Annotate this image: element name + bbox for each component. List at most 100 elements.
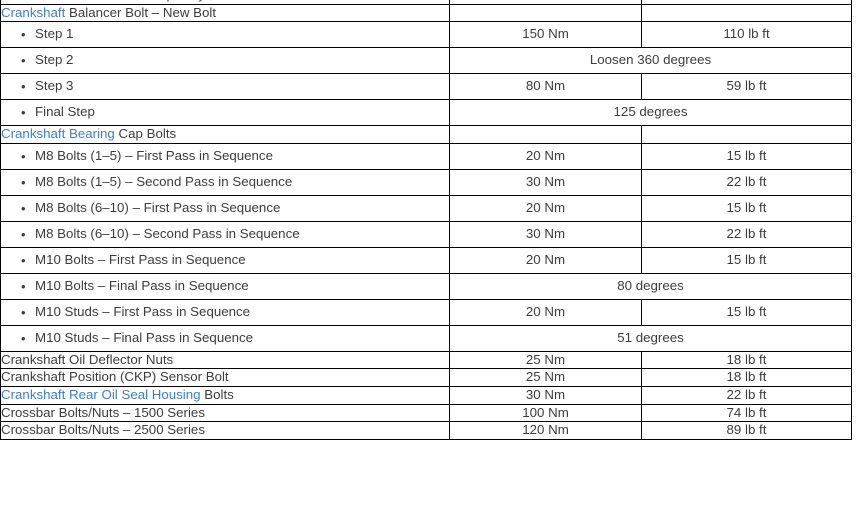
metric-value-cell: 20 Nm xyxy=(449,298,642,326)
imperial-value-cell: 22 lb ft xyxy=(641,168,852,196)
metric-value-cell: 25 Nm xyxy=(449,368,642,387)
table-row: Crankshaft Bearing Cap Bolts xyxy=(0,125,852,144)
imperial-value-cell: 15 lb ft xyxy=(641,298,852,326)
row-label-text: M8 Bolts (1–5) – Second Pass in Sequence xyxy=(35,173,293,189)
bullet-text: M8 Bolts (6–10) – First Pass in Sequence xyxy=(35,200,449,217)
bullet-text: M8 Bolts (6–10) – Second Pass in Sequenc… xyxy=(35,226,449,243)
table-row: Crankshaft Balancer Bolt – New Bolt xyxy=(0,3,852,23)
metric-value-cell: 20 Nm xyxy=(449,194,642,222)
imperial-value-cell xyxy=(641,3,852,23)
table-row: • Step 3 80 Nm 59 lb ft xyxy=(0,73,852,101)
bullet-icon: • xyxy=(21,27,26,43)
table-row: • M10 Bolts – Final Pass in Sequence 80 de… xyxy=(0,272,852,300)
imperial-value-cell: 22 lb ft xyxy=(641,385,852,405)
bullet-line: • M8 Bolts (1–5) – Second Pass in Sequenc… xyxy=(1,174,449,191)
row-label-cell: • M8 Bolts (1–5) – First Pass in Sequence xyxy=(0,142,450,170)
bullet-text: Step 2 xyxy=(35,52,449,69)
bullet-text: M10 Bolts – Final Pass in Sequence xyxy=(35,278,449,295)
imperial-value-cell: 59 lb ft xyxy=(641,73,852,101)
bullet-line: • M10 Bolts – Final Pass in Sequence xyxy=(1,278,449,295)
imperial-value-cell: 18 lb ft xyxy=(641,350,852,370)
bullet-icon: • xyxy=(21,330,26,346)
row-label-text: Step 1 xyxy=(35,26,74,42)
row-label-text: M8 Bolts (6–10) – Second Pass in Sequenc… xyxy=(35,225,300,241)
row-label-text: Crossbar Bolts/Nuts – 2500 Series xyxy=(1,422,205,438)
row-label-text: Step 2 xyxy=(35,52,74,68)
row-label-cell: • M10 Bolts – First Pass in Sequence xyxy=(0,246,450,274)
table-body: Ensure the Balancer is Completely Instal… xyxy=(0,0,852,440)
row-label-text: M10 Studs – Final Pass in Sequence xyxy=(35,329,254,345)
metric-value-cell: 100 Nm xyxy=(449,403,642,423)
row-label-text: M10 Studs – First Pass in Sequence xyxy=(35,303,251,319)
spanned-value-cell: Loosen 360 degrees xyxy=(449,47,852,75)
imperial-value-cell: 89 lb ft xyxy=(641,421,852,440)
bullet-icon: • xyxy=(21,105,26,121)
bullet-text: Step 3 xyxy=(35,78,449,95)
bullet-line: • M10 Studs – First Pass in Sequence xyxy=(1,304,449,321)
bullet-text: Final Step xyxy=(35,104,449,121)
metric-value-cell xyxy=(449,125,642,144)
metric-value-cell: 30 Nm xyxy=(449,168,642,196)
metric-value-cell: 80 Nm xyxy=(449,73,642,101)
row-label-text: Step 3 xyxy=(35,78,74,94)
bullet-line: • Step 2 xyxy=(1,52,449,69)
row-label-text: M10 Bolts – Final Pass in Sequence xyxy=(35,277,249,293)
row-label-text: Bolts xyxy=(200,386,234,402)
imperial-value-cell: 22 lb ft xyxy=(641,220,852,248)
bullet-line: • Step 3 xyxy=(1,78,449,95)
metric-value-cell: 20 Nm xyxy=(449,142,642,170)
bullet-icon: • xyxy=(21,200,26,216)
row-label-text: M8 Bolts (6–10) – First Pass in Sequence xyxy=(35,199,281,215)
bullet-icon: • xyxy=(21,278,26,294)
bullet-text: M10 Bolts – First Pass in Sequence xyxy=(35,252,449,269)
row-label-link[interactable]: Crankshaft xyxy=(1,4,66,20)
bullet-line: • M10 Studs – Final Pass in Sequence xyxy=(1,330,449,347)
bullet-text: Step 1 xyxy=(35,26,449,43)
row-label-cell: Ensure the Balancer is Completely Instal… xyxy=(0,0,450,5)
table-row: Crankshaft Rear Oil Seal Housing Bolts 30… xyxy=(0,385,852,405)
row-label-text: Ensure the Balancer is Completely Instal… xyxy=(1,0,258,2)
table-row: • M10 Studs – First Pass in Sequence 20 Nm… xyxy=(0,298,852,326)
row-label-cell: • Step 2 xyxy=(0,47,450,75)
row-label-cell: • M10 Studs – First Pass in Sequence xyxy=(0,298,450,326)
imperial-value-cell: 18 lb ft xyxy=(641,368,852,387)
metric-value-cell: 150 Nm xyxy=(449,21,642,49)
bullet-line: • M8 Bolts (1–5) – First Pass in Sequence xyxy=(1,148,449,165)
bullet-icon: • xyxy=(21,148,26,164)
row-label-cell: Crossbar Bolts/Nuts – 2500 Series xyxy=(0,421,450,440)
bullet-icon: • xyxy=(21,226,26,242)
table-row: • Step 2 Loosen 360 degrees xyxy=(0,47,852,75)
row-label-cell: Crossbar Bolts/Nuts – 1500 Series xyxy=(0,403,450,423)
imperial-value-cell: 15 lb ft xyxy=(641,246,852,274)
row-label-link[interactable]: Crankshaft Bearing xyxy=(1,126,115,142)
row-label-cell: Crankshaft Rear Oil Seal Housing Bolts xyxy=(0,385,450,405)
bullet-text: M8 Bolts (1–5) – Second Pass in Sequence xyxy=(35,174,449,191)
imperial-value-cell: 110 lb ft xyxy=(641,21,852,49)
metric-value-cell xyxy=(449,0,642,5)
row-label-cell: Crankshaft Balancer Bolt – New Bolt xyxy=(0,3,450,23)
row-label-link[interactable]: Crankshaft Rear Oil Seal Housing xyxy=(1,386,201,402)
table-row: • M8 Bolts (1–5) – First Pass in Sequence… xyxy=(0,142,852,170)
bullet-text: M10 Studs – Final Pass in Sequence xyxy=(35,330,449,347)
metric-value-cell: 20 Nm xyxy=(449,246,642,274)
spanned-value-cell: 80 degrees xyxy=(449,272,852,300)
row-label-text: Balancer Bolt – New Bolt xyxy=(65,4,217,20)
bullet-icon: • xyxy=(21,252,26,268)
row-label-cell: • Final Step xyxy=(0,99,450,127)
row-label-text: M8 Bolts (1–5) – First Pass in Sequence xyxy=(35,147,273,163)
table-row: Crossbar Bolts/Nuts – 1500 Series 100 Nm 7… xyxy=(0,403,852,423)
bullet-icon: • xyxy=(21,174,26,190)
metric-value-cell: 30 Nm xyxy=(449,220,642,248)
row-label-cell: • M8 Bolts (6–10) – Second Pass in Sequen… xyxy=(0,220,450,248)
spanned-value-cell: 51 degrees xyxy=(449,324,852,352)
imperial-value-cell: 15 lb ft xyxy=(641,194,852,222)
row-label-cell: • M10 Bolts – Final Pass in Sequence xyxy=(0,272,450,300)
metric-value-cell: 25 Nm xyxy=(449,350,642,370)
bullet-line: • Step 1 xyxy=(1,26,449,43)
row-label-cell: • Step 3 xyxy=(0,73,450,101)
metric-value-cell xyxy=(449,3,642,23)
table-row: • Final Step 125 degrees xyxy=(0,99,852,127)
bullet-line: • M8 Bolts (6–10) – Second Pass in Sequen… xyxy=(1,226,449,243)
bullet-icon: • xyxy=(21,79,26,95)
row-label-cell: • M10 Studs – Final Pass in Sequence xyxy=(0,324,450,352)
